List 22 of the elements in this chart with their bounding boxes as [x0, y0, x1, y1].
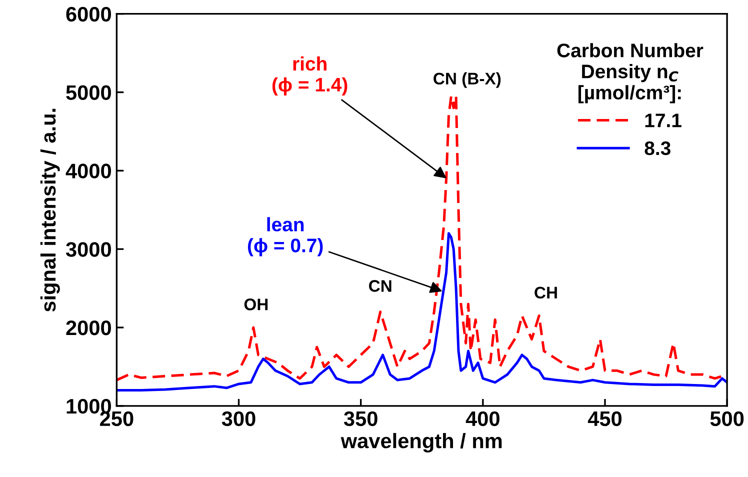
x-axis-title: wavelength / nm	[340, 432, 502, 452]
y-tick-label: 2000	[66, 320, 111, 336]
y-tick-label: 4000	[66, 164, 111, 178]
y-tick-label: 3000	[66, 242, 111, 257]
annotation: CH	[534, 286, 557, 299]
legend-title: Carbon Number Density n$_{C}$ [µmol/cm³]:	[557, 43, 704, 104]
legend-label: 17.1	[645, 114, 682, 128]
annotation: rich (ϕ = 1.4)	[272, 56, 348, 96]
annotation: CN	[369, 280, 392, 292]
line-series	[116, 232, 728, 392]
legend-label: 8.3	[644, 141, 670, 156]
annotation: OH	[244, 298, 268, 310]
x-tick-label: 350	[344, 411, 378, 426]
annotation: CN (B-X)	[434, 72, 501, 88]
x-tick-label: 300	[222, 411, 256, 426]
y-tick-label: 6000	[66, 6, 111, 22]
x-tick-label: 500	[710, 411, 744, 426]
x-tick-label: 400	[466, 411, 500, 426]
y-tick-label: 5000	[66, 85, 111, 100]
y-axis-title: signal intensity / a.u.	[40, 108, 60, 312]
annotation: lean (ϕ = 0.7)	[248, 217, 323, 256]
x-tick-label: 450	[588, 411, 622, 426]
